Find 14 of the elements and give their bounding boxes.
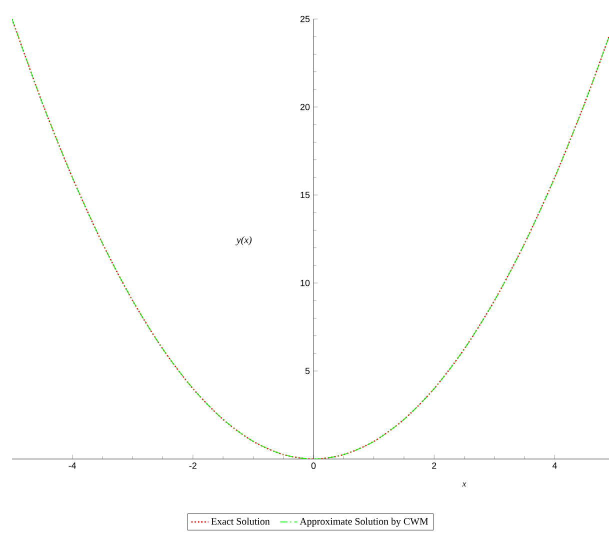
legend-label: Exact Solution xyxy=(211,518,270,525)
x-tick-label: -4 xyxy=(68,462,76,469)
x-tick-label: 2 xyxy=(432,462,436,469)
x-tick-label: 4 xyxy=(552,462,557,469)
y-tick-label: 10 xyxy=(300,280,310,286)
x-axis-title: x xyxy=(462,482,466,487)
y-tick-label: 20 xyxy=(300,104,310,110)
y-tick-label: 25 xyxy=(300,16,310,22)
y-tick-label: 5 xyxy=(305,368,310,374)
x-tick-label: 0 xyxy=(311,462,316,469)
x-tick-label: -2 xyxy=(189,462,196,469)
legend-label: Approximate Solution by CWM xyxy=(300,518,428,527)
y-axis-title: y(x) xyxy=(236,236,252,246)
y-tick-label: 15 xyxy=(300,192,310,198)
